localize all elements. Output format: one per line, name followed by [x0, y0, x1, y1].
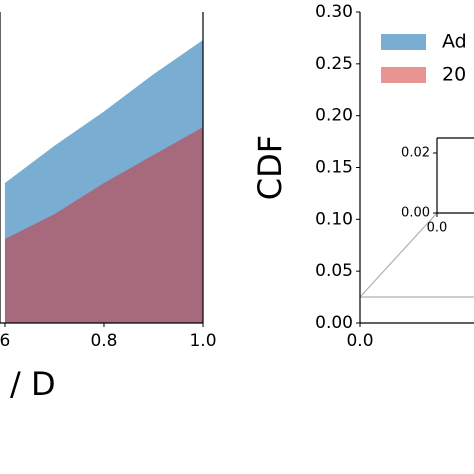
x-tick-label: 1.0	[189, 331, 216, 351]
y-tick-label: 0.00	[401, 206, 430, 221]
inset-background	[437, 138, 474, 213]
y-tick-label: 0.10	[315, 209, 353, 229]
y-axis-label: CDF	[251, 135, 289, 200]
y-tick-label: 0.25	[315, 54, 353, 74]
legend-swatch	[381, 67, 426, 83]
legend-label: Ad	[442, 31, 467, 53]
y-tick-label: 0.30	[315, 2, 353, 22]
y-tick-label: 0.00	[315, 313, 353, 333]
x-axis-label: / D	[10, 365, 56, 403]
panel: 6 0.8 1.0 / D	[0, 12, 217, 403]
area	[4, 127, 204, 323]
x-tick-label: 0.0	[346, 331, 373, 351]
x-tick-label: 0.0	[427, 221, 448, 236]
y-tick-label: 0.05	[315, 261, 353, 281]
legend-label: 20	[442, 64, 466, 86]
y-tick-label: 0.15	[315, 158, 353, 178]
x-tick-label: 0.8	[90, 331, 117, 351]
x-tick-label: 6	[0, 331, 10, 351]
area	[360, 322, 474, 323]
y-tick-label: 0.20	[315, 106, 353, 126]
y-tick-label: 0.02	[401, 146, 430, 161]
zoom-connector	[359, 212, 438, 298]
panel: 0.00.00 0.02	[401, 137, 474, 236]
panel: 0.00.20.000.050.100.150.200.250.30CDFAd2…	[251, 2, 474, 351]
legend-swatch	[381, 34, 426, 50]
